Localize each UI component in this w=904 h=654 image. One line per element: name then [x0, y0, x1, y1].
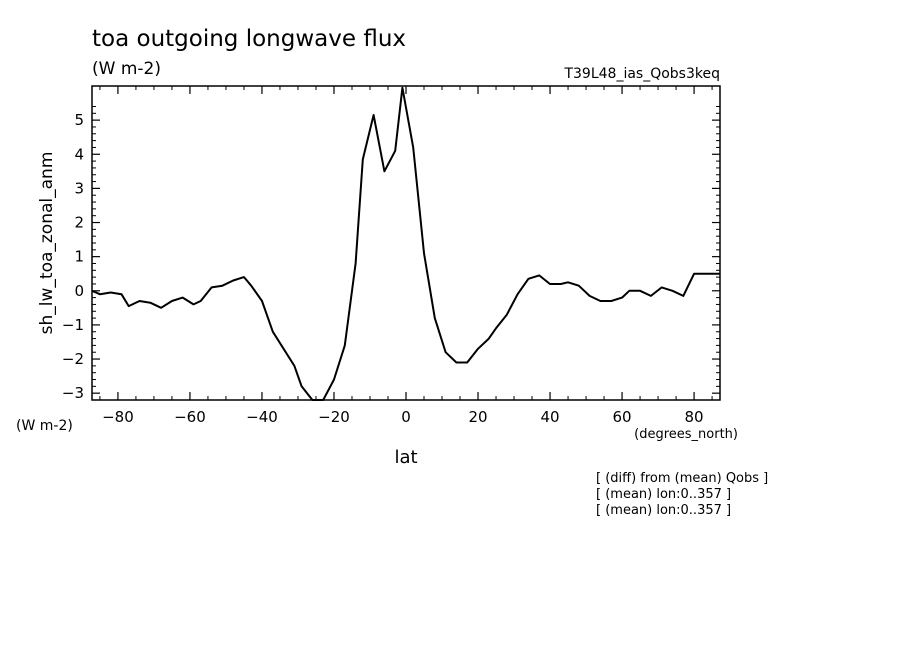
y-tick-label: −1: [62, 316, 84, 334]
x-tick-label: −40: [246, 408, 278, 426]
axis-ticks: [92, 86, 720, 400]
x-axis-label: lat: [394, 447, 417, 468]
note-line-1: [ (diff) from (mean) Qobs ]: [596, 471, 768, 486]
y-tick-label: 0: [74, 282, 84, 300]
plot-frame: [91, 85, 721, 401]
x-tick-label: 0: [401, 408, 411, 426]
y-axis-label: sh_lw_toa_zonal_anm: [37, 152, 57, 335]
y-tick-labels: −3 −2 −1 0 1 2 3 4 5: [62, 111, 84, 402]
x-tick-label: −20: [318, 408, 350, 426]
series-line: [91, 86, 720, 401]
note-line-3: [ (mean) lon:0..357 ]: [596, 503, 731, 518]
y-tick-label: −2: [62, 350, 84, 368]
x-tick-label: −60: [174, 408, 206, 426]
y-tick-label: 2: [74, 214, 84, 232]
chart-units: (W m-2): [92, 59, 161, 79]
chart-title: toa outgoing longwave flux: [92, 26, 406, 52]
x-tick-label: −80: [102, 408, 134, 426]
y-tick-label: 5: [74, 111, 84, 129]
x-tick-labels: −80 −60 −40 −20 0 20 40 60 80: [102, 408, 704, 426]
y-tick-label: 4: [74, 145, 84, 163]
y-tick-label: 1: [74, 248, 84, 266]
x-tick-label: 40: [540, 408, 559, 426]
x-tick-label: 80: [685, 408, 704, 426]
x-tick-label: 20: [468, 408, 487, 426]
note-line-2: [ (mean) lon:0..357 ]: [596, 487, 731, 502]
experiment-label: T39L48_ias_Qobs3keq: [563, 66, 720, 82]
x-tick-label: 60: [613, 408, 632, 426]
y-units-label: (W m-2): [16, 418, 73, 434]
y-tick-label: 3: [74, 179, 84, 197]
x-units-label: (degrees_north): [634, 427, 738, 442]
y-tick-label: −3: [62, 384, 84, 402]
